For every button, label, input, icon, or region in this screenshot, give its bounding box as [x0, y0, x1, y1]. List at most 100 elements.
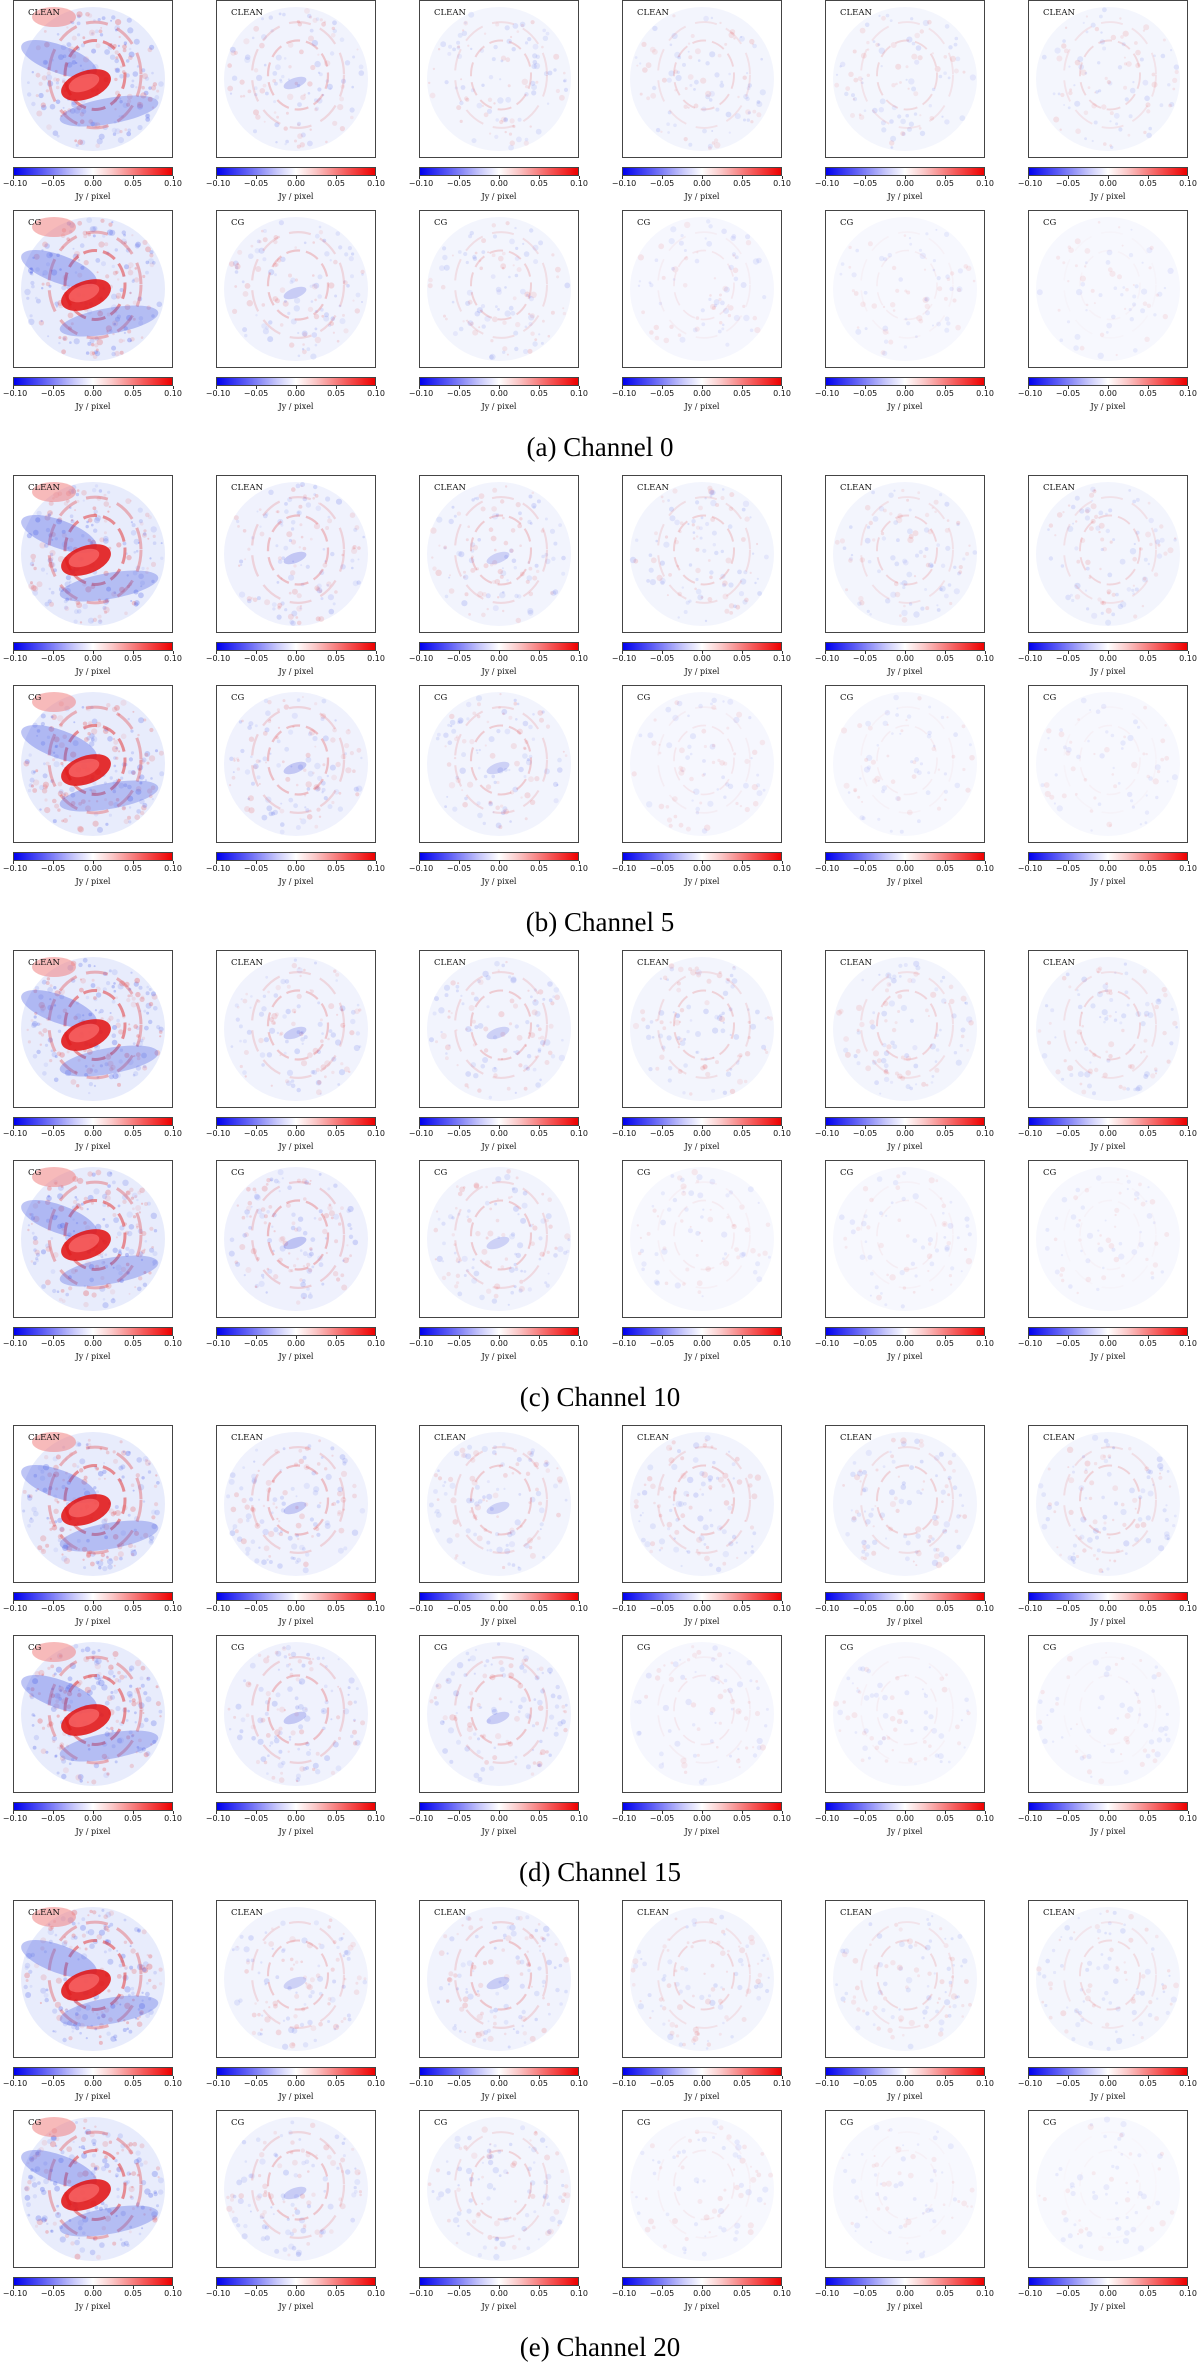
noise-speckle — [64, 606, 70, 612]
noise-speckle — [246, 596, 252, 602]
noise-speckle — [467, 781, 474, 788]
noise-speckle — [667, 131, 670, 134]
noise-speckle — [1128, 252, 1134, 258]
noise-speckle — [845, 86, 851, 91]
noise-speckle — [350, 558, 355, 563]
noise-speckle — [497, 568, 503, 575]
noise-speckle — [851, 272, 857, 278]
noise-speckle — [264, 512, 269, 516]
noise-speckle — [134, 267, 138, 270]
noise-speckle — [906, 571, 913, 578]
noise-speckle — [708, 98, 713, 102]
noise-speckle — [532, 505, 536, 509]
noise-speckle — [1081, 1024, 1084, 1028]
noise-speckle — [279, 1031, 284, 1036]
noise-speckle — [318, 815, 322, 818]
noise-speckle — [701, 773, 705, 777]
noise-speckle — [882, 305, 886, 309]
noise-speckle — [1131, 805, 1135, 809]
noise-speckle — [51, 1051, 57, 1058]
noise-speckle — [852, 98, 856, 101]
noise-speckle — [244, 769, 251, 775]
noise-speckle — [283, 545, 289, 551]
noise-speckle — [120, 114, 124, 118]
noise-speckle — [752, 749, 758, 755]
noise-speckle — [722, 285, 728, 292]
noise-speckle — [1142, 79, 1149, 86]
noise-speckle — [127, 99, 132, 104]
noise-speckle — [903, 604, 906, 608]
noise-speckle — [931, 746, 936, 752]
noise-speckle — [128, 806, 132, 809]
noise-speckle — [261, 1185, 268, 1192]
noise-speckle — [660, 495, 664, 499]
noise-speckle — [107, 736, 113, 742]
noise-speckle — [290, 765, 293, 768]
noise-speckle — [864, 504, 871, 511]
noise-speckle — [704, 619, 708, 623]
noise-speckle — [88, 1082, 93, 1087]
noise-speckle — [110, 19, 113, 22]
noise-speckle — [878, 47, 885, 54]
noise-speckle — [285, 139, 289, 144]
noise-speckle — [1110, 733, 1115, 738]
noise-speckle — [114, 705, 120, 711]
noise-speckle — [59, 268, 62, 271]
noise-speckle — [332, 1271, 339, 1277]
noise-speckle — [946, 716, 949, 719]
noise-speckle — [651, 740, 657, 746]
noise-speckle — [701, 106, 707, 112]
noise-speckle — [678, 822, 684, 828]
noise-speckle — [35, 72, 41, 78]
colorbar — [1028, 852, 1188, 861]
noise-speckle — [59, 994, 65, 1000]
image-frame: CG — [622, 1160, 782, 1318]
colorbar-unit: Jy / pixel — [75, 1352, 111, 1361]
noise-speckle — [472, 711, 477, 716]
noise-speckle — [528, 314, 535, 321]
noise-speckle — [140, 336, 144, 339]
noise-speckle — [929, 116, 935, 121]
noise-speckle — [43, 762, 46, 766]
colorbar — [216, 852, 376, 861]
noise-speckle — [633, 558, 639, 564]
tick-mark — [419, 176, 420, 179]
noise-speckle — [515, 718, 518, 721]
noise-speckle — [654, 1252, 659, 1257]
noise-speckle — [347, 728, 350, 731]
noise-speckle — [148, 988, 152, 991]
noise-speckle — [46, 1017, 50, 1021]
noise-speckle — [1098, 966, 1103, 971]
noise-speckle — [44, 1043, 49, 1047]
tick-mark — [499, 176, 500, 179]
noise-speckle — [99, 537, 105, 543]
noise-speckle — [556, 275, 560, 279]
noise-speckle — [309, 537, 313, 541]
noise-speckle — [329, 321, 334, 326]
noise-speckle — [639, 1236, 642, 1239]
noise-speckle — [70, 792, 76, 798]
noise-speckle — [694, 79, 699, 85]
colorbar-unit: Jy / pixel — [278, 192, 314, 201]
noise-speckle — [33, 566, 37, 571]
noise-speckle — [66, 26, 69, 29]
noise-speckle — [860, 301, 866, 308]
noise-speckle — [737, 1059, 740, 1063]
noise-speckle — [483, 1026, 489, 1032]
noise-speckle — [905, 719, 908, 722]
tick-mark — [133, 861, 134, 864]
noise-speckle — [546, 1250, 550, 1254]
noise-speckle — [548, 1023, 554, 1029]
noise-speckle — [708, 224, 713, 229]
noise-speckle — [31, 284, 35, 289]
noise-speckle — [529, 313, 535, 319]
tick-label: 0.00 — [1099, 864, 1117, 873]
noise-speckle — [699, 526, 703, 531]
noise-speckle — [31, 1020, 38, 1027]
noise-speckle — [534, 1010, 541, 1017]
noise-speckle — [1078, 64, 1084, 70]
tick-mark — [825, 176, 826, 179]
tick-label: 0.00 — [287, 1129, 305, 1138]
noise-speckle — [731, 234, 737, 239]
noise-speckle — [655, 1066, 660, 1071]
